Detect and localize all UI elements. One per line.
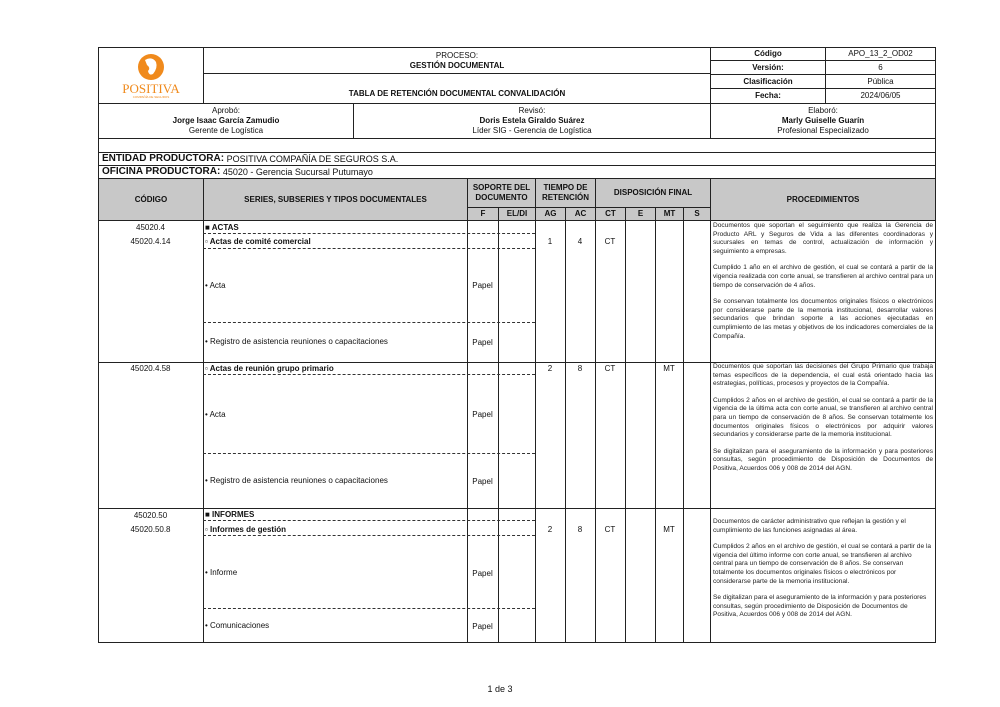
- support-f: Papel: [472, 338, 493, 347]
- procedure-paragraph: Documentos que soportan las decisiones d…: [713, 363, 933, 388]
- signature-role: Revisó:: [518, 106, 546, 115]
- procedure-paragraph: Cumplidos 2 años en el archivo de gestió…: [713, 543, 932, 585]
- meta-label: Código: [710, 47, 826, 61]
- signature-approved: Aprobó: Jorge Isaac García Zamudio Gerente…: [98, 103, 354, 139]
- signature-role: Aprobó:: [211, 106, 241, 115]
- support-f: Papel: [472, 410, 493, 419]
- process-cell: PROCESO: GESTIÓN DOCUMENTAL: [203, 47, 711, 74]
- disposition-ct: CT: [604, 237, 616, 246]
- signature-title: Profesional Especializado: [777, 126, 869, 135]
- series-code: 45020.4: [136, 223, 165, 232]
- document-type: • Registro de asistencia reuniones o cap…: [205, 476, 388, 485]
- disposition-ct: CT: [604, 525, 616, 534]
- col-eldi: EL/DI: [498, 207, 536, 221]
- col-f: F: [467, 207, 499, 221]
- disposition-mt: MT: [663, 525, 675, 534]
- logo-text: POSITIVA: [122, 81, 180, 96]
- meta-label: Fecha:: [710, 88, 826, 104]
- support-f: Papel: [472, 569, 493, 578]
- document-type: • Registro de asistencia reuniones o cap…: [205, 337, 388, 346]
- meta-label: Versión:: [710, 60, 826, 75]
- procedure-paragraph: Cumplidos 2 años en el archivo de gestió…: [713, 396, 933, 439]
- blank-row: [98, 138, 936, 153]
- procedure-text: Documentos de carácter administrativo qu…: [713, 518, 933, 628]
- signature-name: Jorge Isaac García Zamudio: [172, 116, 280, 125]
- retention-ag: 1: [547, 237, 553, 246]
- entidad-value: POSITIVA COMPAÑÍA DE SEGUROS S.A.: [226, 154, 399, 164]
- signature-name: Marly Guiselle Guarín: [781, 116, 865, 125]
- subseries-code: 45020.4.58: [130, 364, 171, 373]
- series-name: ■ ACTAS: [205, 223, 239, 232]
- meta-value: Pública: [825, 74, 936, 89]
- logo-tagline: COMPAÑÍA DE SEGUROS: [132, 95, 170, 99]
- procedure-paragraph: Se digitalizan para el aseguramiento de …: [713, 447, 933, 472]
- col-procedimientos: PROCEDIMIENTOS: [710, 178, 936, 221]
- support-f: Papel: [472, 622, 493, 631]
- retention-ag: 2: [547, 364, 553, 373]
- oficina-productora: OFICINA PRODUCTORA: 45020 - Gerencia Suc…: [98, 165, 936, 179]
- col-disposicion: DISPOSICIÓN FINAL: [595, 178, 711, 208]
- signature-name: Doris Estela Giraldo Suárez: [479, 116, 585, 125]
- positiva-logo-icon: [138, 54, 164, 80]
- document-type: • Acta: [205, 281, 226, 290]
- col-s: S: [683, 207, 711, 221]
- entidad-label: ENTIDAD PRODUCTORA:: [102, 153, 225, 164]
- oficina-value: 45020 - Gerencia Sucursal Putumayo: [222, 167, 373, 177]
- col-mt: MT: [655, 207, 684, 221]
- process-label: PROCESO:: [435, 50, 479, 60]
- col-ct: CT: [595, 207, 626, 221]
- logo: POSITIVA COMPAÑÍA DE SEGUROS: [98, 47, 204, 104]
- meta-value: APO_13_2_OD02: [825, 47, 936, 61]
- col-codigo: CÓDIGO: [98, 178, 204, 221]
- procedure-paragraph: Documentos de carácter administrativo qu…: [713, 518, 906, 534]
- subseries-code: 45020.4.14: [130, 237, 171, 246]
- series-name: ■ INFORMES: [205, 510, 255, 519]
- col-ac: AC: [565, 207, 596, 221]
- subseries-name: ▫ Informes de gestión: [205, 525, 287, 534]
- process-name: GESTIÓN DOCUMENTAL: [409, 60, 505, 70]
- col-ag: AG: [535, 207, 566, 221]
- procedure-text: Documentos que soportan las decisiones d…: [713, 363, 933, 482]
- disposition-mt: MT: [663, 364, 675, 373]
- col-soporte: SOPORTE DEL DOCUMENTO: [467, 178, 536, 208]
- procedure-paragraph: Se conservan totalmente los documentos o…: [713, 298, 933, 340]
- series-code: 45020.50: [133, 511, 168, 520]
- subseries-name: ▫ Actas de reunión grupo primario: [205, 364, 334, 373]
- retention-ac: 8: [577, 364, 583, 373]
- page-number: 1 de 3: [487, 684, 513, 694]
- document-type: • Informe: [205, 568, 238, 577]
- subseries-code: 45020.50.8: [130, 525, 171, 534]
- procedure-paragraph: Se digitalizan para el aseguramiento de …: [713, 594, 927, 619]
- retention-ac: 4: [577, 237, 583, 246]
- signature-prepared: Elaboró: Marly Guiselle Guarín Profesional…: [710, 103, 936, 139]
- signature-title: Gerente de Logística: [188, 126, 264, 135]
- retention-ac: 8: [577, 525, 583, 534]
- retention-ag: 2: [547, 525, 553, 534]
- document-type: • Acta: [205, 410, 226, 419]
- support-f: Papel: [472, 477, 493, 486]
- meta-value: 2024/06/05: [825, 88, 936, 104]
- subseries-name: ▫ Actas de comité comercial: [205, 237, 311, 246]
- col-tiempo: TIEMPO DE RETENCIÓN: [535, 178, 596, 208]
- oficina-label: OFICINA PRODUCTORA:: [102, 166, 221, 177]
- signature-role: Elaboró:: [808, 106, 838, 115]
- document-title: TABLA DE RETENCIÓN DOCUMENTAL CONVALIDAC…: [203, 73, 711, 104]
- col-series: SERIES, SUBSERIES Y TIPOS DOCUMENTALES: [203, 178, 468, 221]
- col-e: E: [625, 207, 656, 221]
- procedure-paragraph: Documentos que soportan el seguimiento q…: [713, 222, 933, 255]
- meta-label: Clasificación: [710, 74, 826, 89]
- meta-value: 6: [825, 60, 936, 75]
- procedure-paragraph: Cumplido 1 año en el archivo de gestión,…: [713, 264, 933, 289]
- support-f: Papel: [472, 281, 493, 290]
- procedure-text: Documentos que soportan el seguimiento q…: [713, 222, 933, 349]
- signature-reviewed: Revisó: Doris Estela Giraldo Suárez Líder …: [353, 103, 711, 139]
- signature-title: Líder SIG - Gerencia de Logística: [472, 126, 592, 135]
- entidad-productora: ENTIDAD PRODUCTORA: POSITIVA COMPAÑÍA DE…: [98, 152, 936, 166]
- disposition-ct: CT: [604, 364, 616, 373]
- document-type: • Comunicaciones: [205, 621, 270, 630]
